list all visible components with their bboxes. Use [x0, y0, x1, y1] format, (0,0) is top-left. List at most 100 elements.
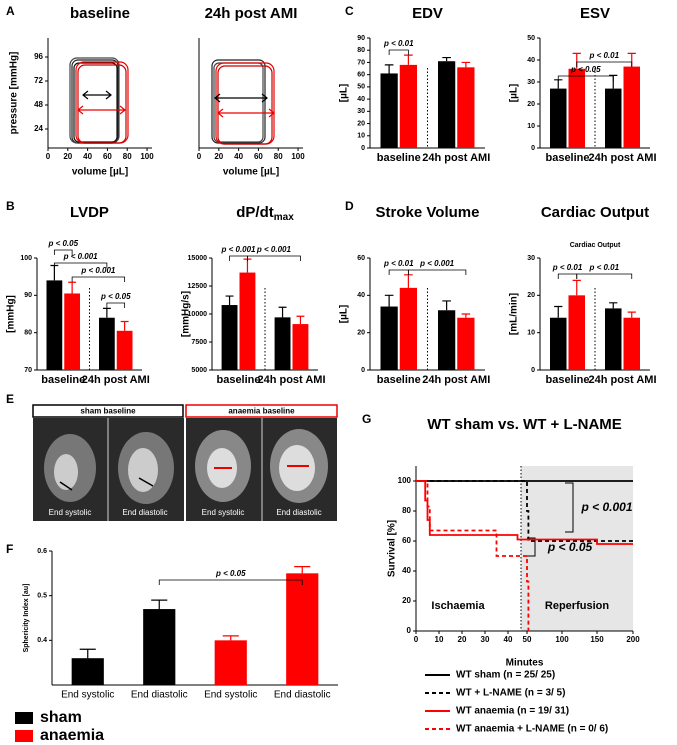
- y-tick-label: 7500: [191, 339, 207, 346]
- y-tick-label: 10000: [188, 311, 208, 318]
- y-tick-label: 0: [361, 145, 365, 152]
- error-bar: [442, 56, 451, 62]
- y-tick-label: 70: [24, 367, 32, 374]
- y-tick-label: 60: [357, 255, 365, 262]
- y-tick-label: 80: [357, 47, 365, 54]
- p-value: p < 0.001: [419, 259, 455, 268]
- p-bracket: [71, 276, 126, 282]
- p-bracket: [106, 302, 126, 308]
- x-tick-label: baseline: [41, 374, 85, 386]
- bar: [380, 306, 398, 370]
- error-bar: [609, 302, 618, 309]
- x-tick-label: 40: [504, 635, 513, 644]
- image-title: anaemia baseline: [228, 407, 295, 416]
- y-axis-label: [µL]: [339, 84, 350, 103]
- x-tick-label: 80: [274, 152, 283, 161]
- p-bracket: [229, 255, 248, 261]
- pv-loop: [75, 61, 129, 144]
- bar: [550, 317, 567, 370]
- y-tick-label: 30: [357, 108, 365, 115]
- x-tick-label: End systolic: [61, 690, 114, 701]
- bar: [550, 88, 567, 148]
- error-bar: [225, 295, 234, 306]
- y-tick-label: 90: [357, 35, 365, 42]
- chart-title: ESV: [580, 5, 610, 22]
- y-tick-label: 96: [34, 52, 43, 61]
- error-bar: [572, 279, 581, 296]
- p-bracket: [527, 482, 574, 557]
- x-tick-label: baseline: [377, 152, 421, 164]
- p-value: p < 0.01: [552, 263, 583, 272]
- bar: [438, 310, 456, 370]
- pv-loop: [77, 64, 127, 144]
- x-tick-label: 30: [481, 635, 490, 644]
- image-header: [185, 404, 338, 418]
- x-axis-label: volume [µL]: [72, 167, 128, 178]
- annotation: p < 0.001: [580, 500, 632, 514]
- annotation: Reperfusion: [545, 600, 609, 612]
- x-tick-label: 200: [626, 635, 640, 644]
- arrow: [214, 93, 268, 103]
- x-tick-label: End diastolic: [274, 690, 331, 701]
- bar: [457, 317, 475, 370]
- title-text: Stroke Volume: [376, 204, 480, 221]
- x-tick-label: 40: [83, 152, 92, 161]
- pv-loop: [213, 62, 264, 143]
- x-axis-label: volume [µL]: [223, 167, 279, 178]
- bar: [380, 73, 398, 148]
- x-tick-label: End systolic: [204, 690, 257, 701]
- survival-line: [416, 480, 633, 545]
- p-value: p < 0.01: [588, 263, 619, 272]
- legend-label: WT + L-NAME (n = 3/ 5): [456, 688, 565, 699]
- chart-title: LVDP: [70, 204, 109, 221]
- bar: [438, 61, 456, 148]
- y-tick-label: 30: [527, 255, 535, 262]
- x-tick-label: 20: [458, 635, 467, 644]
- x-tick-label: 24h post AMI: [82, 374, 150, 386]
- legend-swatch: [15, 712, 33, 724]
- p-value: p < 0.05: [47, 239, 78, 248]
- arrow: [214, 465, 309, 469]
- image-label: End systolic: [49, 508, 92, 517]
- pv-loop: [71, 59, 119, 144]
- y-tick-label: 60: [357, 72, 365, 79]
- bar: [568, 68, 585, 148]
- annotation: Ischaemia: [431, 600, 485, 612]
- p-bracket: [576, 273, 633, 279]
- bar: [399, 287, 417, 370]
- y-tick-label: 20: [357, 330, 365, 337]
- bar: [71, 658, 104, 685]
- x-tick-label: baseline: [545, 374, 589, 386]
- x-axis-label: Minutes: [506, 658, 544, 669]
- x-tick-label: 24h post AMI: [257, 374, 325, 386]
- arrow: [59, 477, 154, 491]
- bar: [605, 308, 622, 370]
- x-tick-label: 100: [140, 152, 154, 161]
- bar: [46, 280, 63, 370]
- y-tick-label: 100: [20, 255, 32, 262]
- p-bracket: [158, 579, 303, 585]
- y-tick-label: 70: [357, 59, 365, 66]
- x-tick-label: 60: [103, 152, 112, 161]
- panel-label: E: [6, 392, 14, 406]
- y-tick-label: 15000: [188, 255, 208, 262]
- y-tick-label: 24: [34, 124, 43, 133]
- x-tick-label: 80: [123, 152, 132, 161]
- p-bracket: [557, 75, 614, 81]
- p-bracket: [407, 269, 467, 275]
- y-tick-label: 0: [531, 145, 535, 152]
- p-bracket: [53, 249, 73, 255]
- y-axis-label: Survival [%]: [387, 520, 398, 577]
- p-bracket: [557, 273, 578, 279]
- p-value: p < 0.001: [63, 252, 99, 261]
- y-axis-label: [mmHg/s]: [181, 291, 192, 337]
- title-text: 24h post AMI: [205, 5, 298, 22]
- bar: [568, 295, 585, 370]
- x-tick-label: 24h post AMI: [588, 374, 656, 386]
- y-tick-label: 0.6: [37, 548, 47, 555]
- y-tick-label: 5000: [191, 367, 207, 374]
- y-tick-label: 90: [24, 292, 32, 299]
- reperfusion-shading: [521, 466, 633, 631]
- error-bar: [102, 307, 111, 318]
